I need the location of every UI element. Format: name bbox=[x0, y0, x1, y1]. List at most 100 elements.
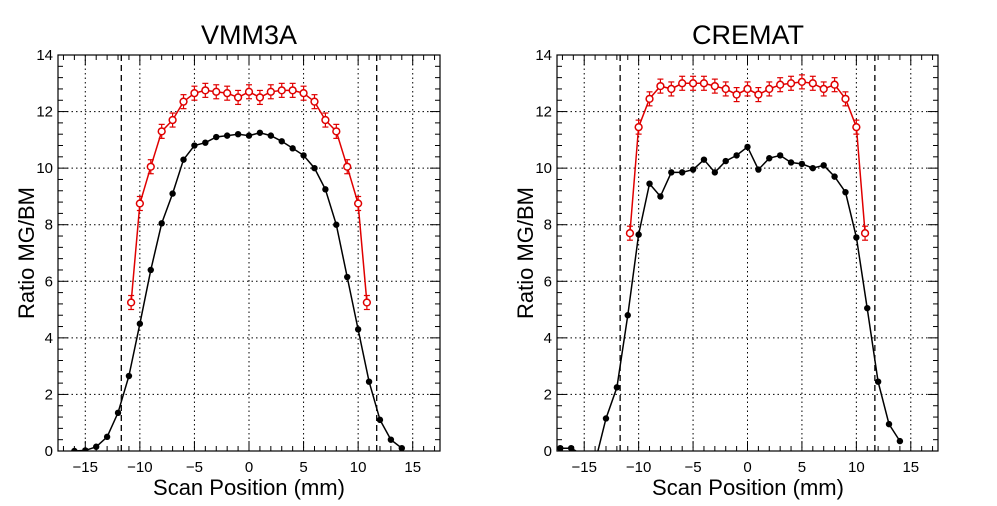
data-point bbox=[321, 115, 330, 125]
x-axis-label: Scan Position (mm) bbox=[652, 475, 844, 500]
data-point bbox=[310, 97, 319, 106]
data-point bbox=[667, 84, 676, 94]
data-point bbox=[266, 87, 275, 96]
data-point bbox=[288, 86, 297, 95]
data-point bbox=[202, 139, 209, 146]
data-point bbox=[126, 298, 136, 307]
y-axis-label: Ratio MG/BM bbox=[513, 187, 538, 319]
data-layer bbox=[71, 82, 405, 451]
grid bbox=[557, 55, 938, 451]
data-point bbox=[646, 180, 653, 187]
data-point bbox=[657, 193, 664, 200]
y-tick-label: 10 bbox=[535, 160, 552, 177]
data-point bbox=[776, 80, 785, 89]
y-tick-label: 2 bbox=[45, 386, 53, 403]
data-point bbox=[809, 164, 817, 172]
data-point bbox=[625, 229, 635, 238]
y-tick-label: 0 bbox=[45, 443, 53, 460]
x-tick-label: 0 bbox=[245, 459, 253, 476]
x-tick-label: −15 bbox=[571, 459, 596, 476]
data-point bbox=[103, 433, 111, 441]
data-point bbox=[754, 90, 763, 99]
data-point bbox=[797, 77, 807, 87]
data-point bbox=[71, 447, 78, 451]
data-point bbox=[169, 190, 176, 197]
chart-panel-cremat: CREMAT Scan Position (mm) Ratio MG/BM −1… bbox=[513, 20, 939, 500]
data-point bbox=[743, 84, 752, 94]
data-point bbox=[213, 133, 220, 141]
series-black-filled-circles bbox=[71, 129, 405, 451]
series-red-open-circles bbox=[625, 74, 870, 241]
data-point bbox=[277, 86, 286, 95]
data-point bbox=[299, 89, 308, 98]
x-tick-label: −10 bbox=[626, 459, 651, 476]
data-point bbox=[125, 372, 133, 380]
data-point bbox=[776, 152, 784, 159]
data-point bbox=[744, 143, 751, 151]
x-tick-label: −5 bbox=[685, 459, 702, 476]
data-point bbox=[699, 79, 709, 88]
y-tick-label: 12 bbox=[535, 104, 552, 121]
data-point bbox=[398, 444, 405, 451]
data-point bbox=[223, 89, 232, 98]
y-tick-label: 6 bbox=[45, 273, 53, 290]
chart-title: VMM3A bbox=[201, 20, 297, 50]
data-point bbox=[365, 378, 373, 385]
data-point bbox=[798, 160, 806, 168]
data-point bbox=[93, 443, 100, 450]
data-point bbox=[755, 166, 762, 173]
data-point bbox=[722, 157, 729, 165]
data-layer bbox=[557, 74, 904, 451]
data-point bbox=[376, 416, 384, 424]
data-point bbox=[146, 162, 155, 171]
data-point bbox=[567, 444, 575, 451]
data-point bbox=[874, 378, 882, 385]
data-point bbox=[634, 122, 643, 132]
data-point bbox=[332, 127, 341, 136]
data-point bbox=[353, 199, 363, 208]
data-point bbox=[267, 132, 275, 139]
data-point bbox=[244, 87, 254, 96]
data-point bbox=[820, 162, 827, 169]
data-point bbox=[354, 326, 362, 333]
series-line bbox=[560, 145, 901, 451]
data-point bbox=[668, 169, 675, 176]
data-point bbox=[180, 156, 187, 163]
y-tick-label: 10 bbox=[36, 160, 53, 177]
data-point bbox=[853, 234, 860, 241]
grid bbox=[58, 55, 440, 451]
x-tick-label: 15 bbox=[902, 459, 919, 476]
data-point bbox=[212, 87, 221, 96]
y-axis-label: Ratio MG/BM bbox=[14, 187, 39, 319]
data-point bbox=[733, 152, 740, 159]
data-point bbox=[896, 437, 904, 445]
data-point bbox=[179, 97, 188, 106]
data-point bbox=[333, 221, 340, 228]
data-point bbox=[158, 220, 165, 227]
x-tick-label: 15 bbox=[404, 459, 421, 476]
x-tick-label: 10 bbox=[350, 459, 367, 476]
y-tick-label: 14 bbox=[36, 47, 53, 64]
data-point bbox=[721, 84, 730, 94]
series-line bbox=[74, 132, 403, 451]
y-tick-label: 8 bbox=[45, 217, 53, 234]
y-tick-label: 14 bbox=[535, 47, 552, 64]
data-point bbox=[234, 131, 242, 138]
chart-panel-vmm3a: VMM3A Scan Position (mm) Ratio MG/BM −15… bbox=[14, 20, 441, 500]
data-point bbox=[819, 84, 828, 94]
x-tick-label: −10 bbox=[127, 459, 152, 476]
x-tick-label: −15 bbox=[73, 459, 98, 476]
x-tick-label: −5 bbox=[186, 459, 203, 476]
data-point bbox=[82, 447, 89, 451]
data-point bbox=[841, 94, 850, 103]
data-point bbox=[322, 186, 329, 193]
x-axis-label: Scan Position (mm) bbox=[153, 475, 345, 500]
data-point bbox=[635, 231, 642, 238]
data-point bbox=[311, 164, 318, 172]
data-point bbox=[289, 145, 296, 152]
data-point bbox=[864, 304, 871, 312]
data-point bbox=[711, 169, 719, 176]
data-point bbox=[557, 444, 564, 451]
data-point bbox=[842, 188, 849, 196]
